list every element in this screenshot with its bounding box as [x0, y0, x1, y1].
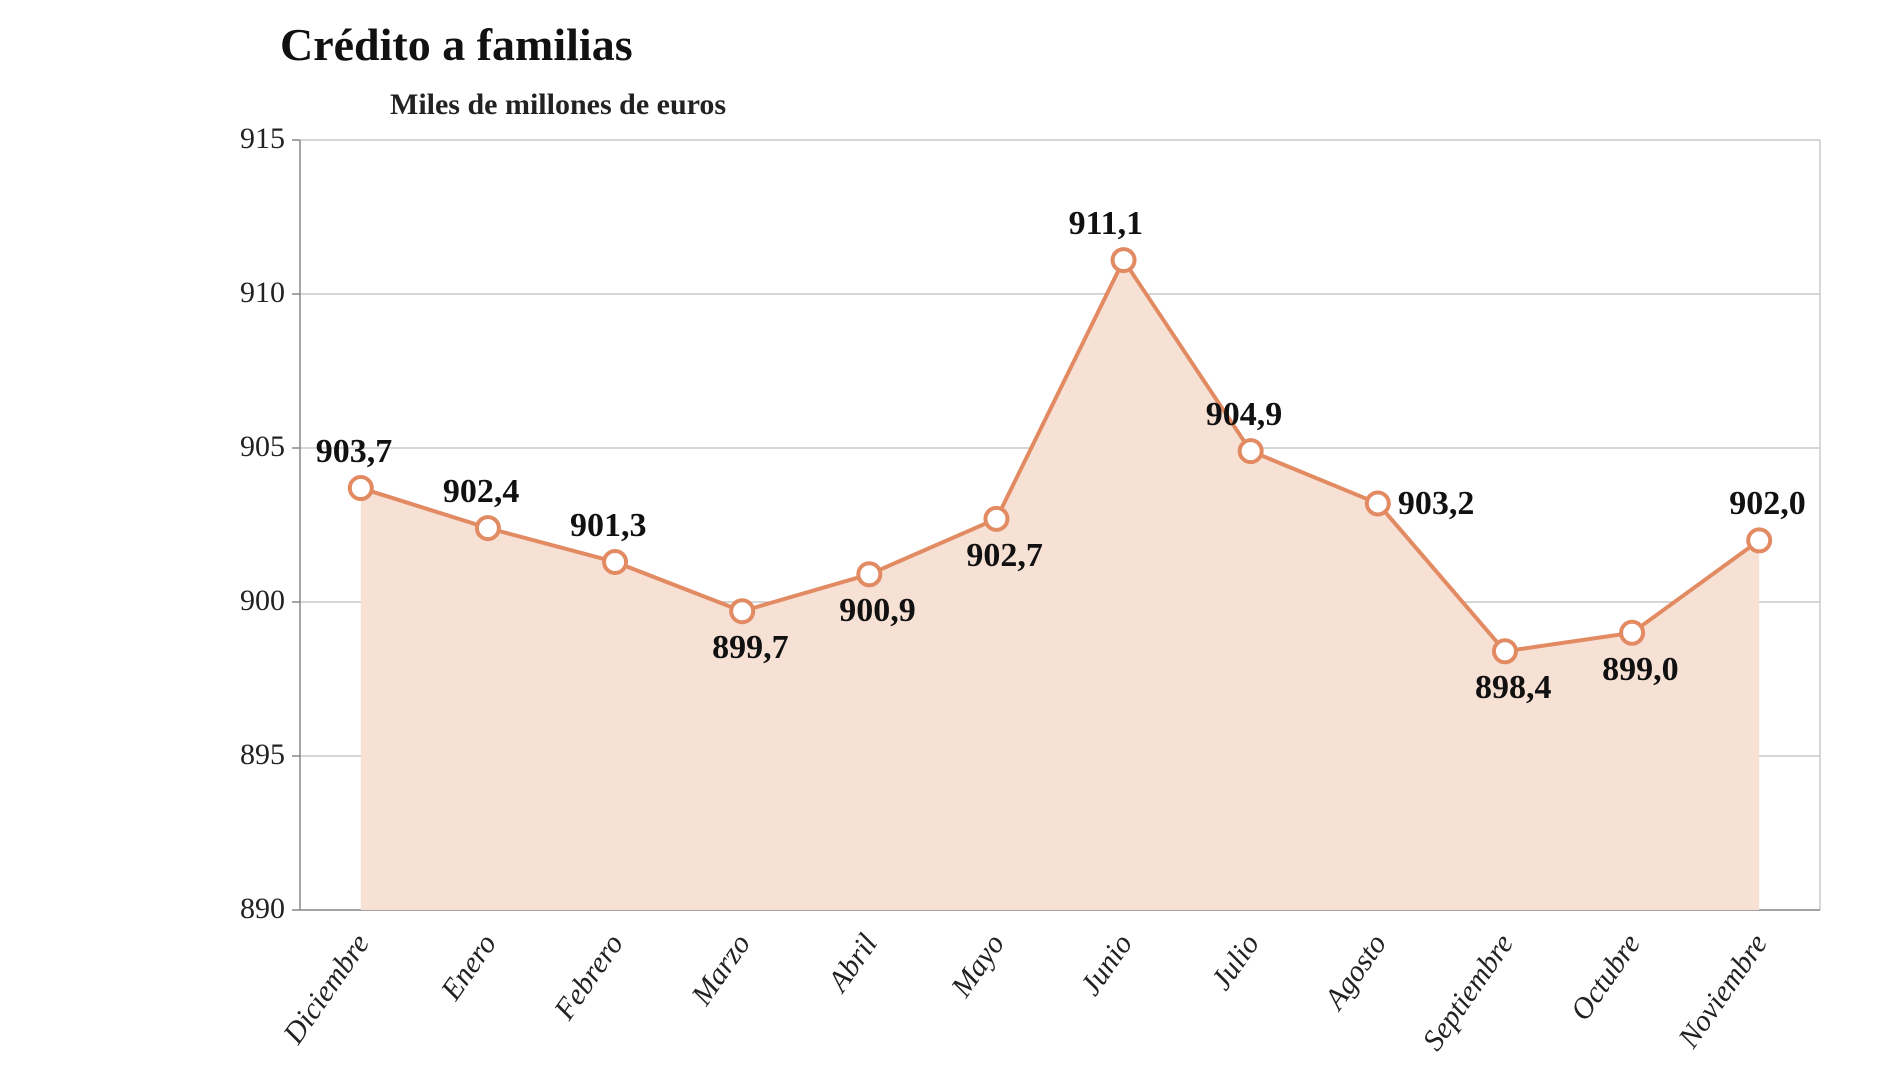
- data-point-label: 902,0: [1729, 485, 1806, 523]
- data-point-label: 902,4: [443, 473, 520, 511]
- y-tick-label: 910: [210, 276, 285, 310]
- data-point-label: 902,7: [966, 537, 1043, 575]
- data-point-label: 904,9: [1206, 396, 1283, 434]
- data-point-label: 899,7: [712, 629, 789, 667]
- y-tick-label: 905: [210, 430, 285, 464]
- y-tick-label: 890: [210, 892, 285, 926]
- y-tick-label: 895: [210, 738, 285, 772]
- chart-plot: [0, 0, 1900, 1069]
- data-point-label: 903,2: [1398, 485, 1475, 523]
- y-tick-label: 915: [210, 122, 285, 156]
- chart-container: { "chart": { "type": "area-line", "title…: [0, 0, 1900, 1069]
- data-point-label: 911,1: [1069, 205, 1144, 243]
- y-tick-label: 900: [210, 584, 285, 618]
- data-point-label: 898,4: [1475, 669, 1552, 707]
- data-point-label: 903,7: [316, 433, 393, 471]
- data-point-label: 900,9: [839, 592, 916, 630]
- data-point-label: 899,0: [1602, 651, 1679, 689]
- data-point-label: 901,3: [570, 507, 647, 545]
